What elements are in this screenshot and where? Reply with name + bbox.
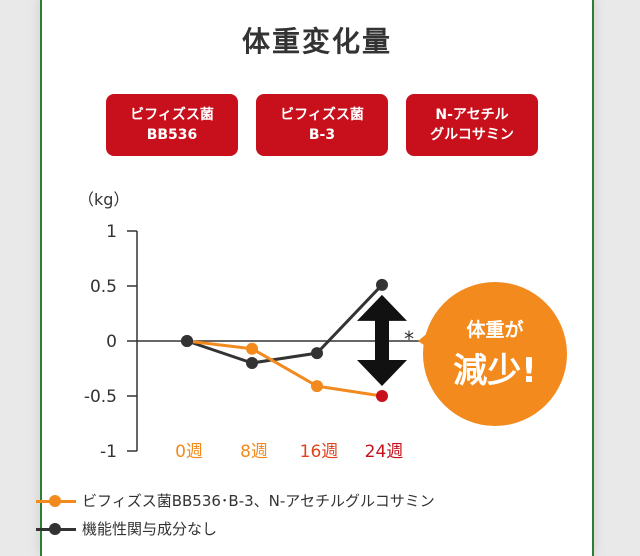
badge-line2: BB536 bbox=[146, 127, 198, 143]
callout-bubble bbox=[423, 282, 567, 426]
badge-line1: N-アセチル bbox=[435, 107, 509, 123]
data-point bbox=[246, 357, 258, 369]
x-tick-label: 16週 bbox=[300, 442, 339, 462]
legend-label: ビフィズス菌BB536･B-3、N-アセチルグルコサミン bbox=[82, 492, 435, 510]
data-point bbox=[181, 335, 193, 347]
badge-nag: N-アセチル グルコサミン bbox=[406, 94, 538, 156]
y-axis-label: （kg） bbox=[78, 190, 129, 209]
callout-line1: 体重が bbox=[466, 318, 523, 341]
series-line-1 bbox=[186, 283, 384, 365]
badge-line2: グルコサミン bbox=[430, 127, 514, 143]
y-tick-label: 0 bbox=[106, 332, 117, 352]
data-point bbox=[311, 380, 323, 393]
data-point bbox=[246, 342, 258, 355]
y-tick-label: 0.5 bbox=[90, 277, 117, 297]
x-tick-label: 24週 bbox=[365, 442, 404, 462]
difference-arrow-head-down bbox=[357, 360, 407, 386]
data-point bbox=[376, 390, 388, 402]
y-tick-label: -1 bbox=[100, 442, 117, 462]
y-tick-label: -0.5 bbox=[84, 387, 117, 407]
data-point bbox=[376, 278, 388, 291]
chart-card: 体重変化量 ビフィズス菌 BB536 ビフィズス菌 B-3 N-アセチル グルコ… bbox=[40, 0, 594, 556]
x-tick-label: 8週 bbox=[240, 442, 268, 462]
badge-bb536: ビフィズス菌 BB536 bbox=[106, 94, 238, 156]
legend-swatch-gray bbox=[36, 522, 76, 536]
legend-label: 機能性関与成分なし bbox=[82, 520, 218, 538]
legend-swatch-orange bbox=[36, 494, 76, 508]
y-tick-label: 1 bbox=[106, 222, 117, 242]
badge-line2: B-3 bbox=[308, 127, 336, 143]
difference-arrow-head-up bbox=[357, 294, 407, 321]
badge-line1: ビフィズス菌 bbox=[280, 107, 364, 123]
data-point bbox=[311, 347, 323, 360]
x-tick-label: 0週 bbox=[175, 442, 203, 462]
chart-title: 体重変化量 bbox=[241, 25, 392, 58]
significance-mark: * bbox=[404, 327, 414, 351]
legend-item-control: 機能性関与成分なし bbox=[36, 518, 217, 539]
difference-arrow-shaft bbox=[375, 316, 389, 364]
callout-line2: 減少! bbox=[453, 351, 537, 391]
legend-item-treatment: ビフィズス菌BB536･B-3、N-アセチルグルコサミン bbox=[36, 490, 435, 511]
badge-line1: ビフィズス菌 bbox=[130, 107, 214, 123]
series-line-0 bbox=[186, 339, 383, 398]
badge-b3: ビフィズス菌 B-3 bbox=[256, 94, 388, 156]
